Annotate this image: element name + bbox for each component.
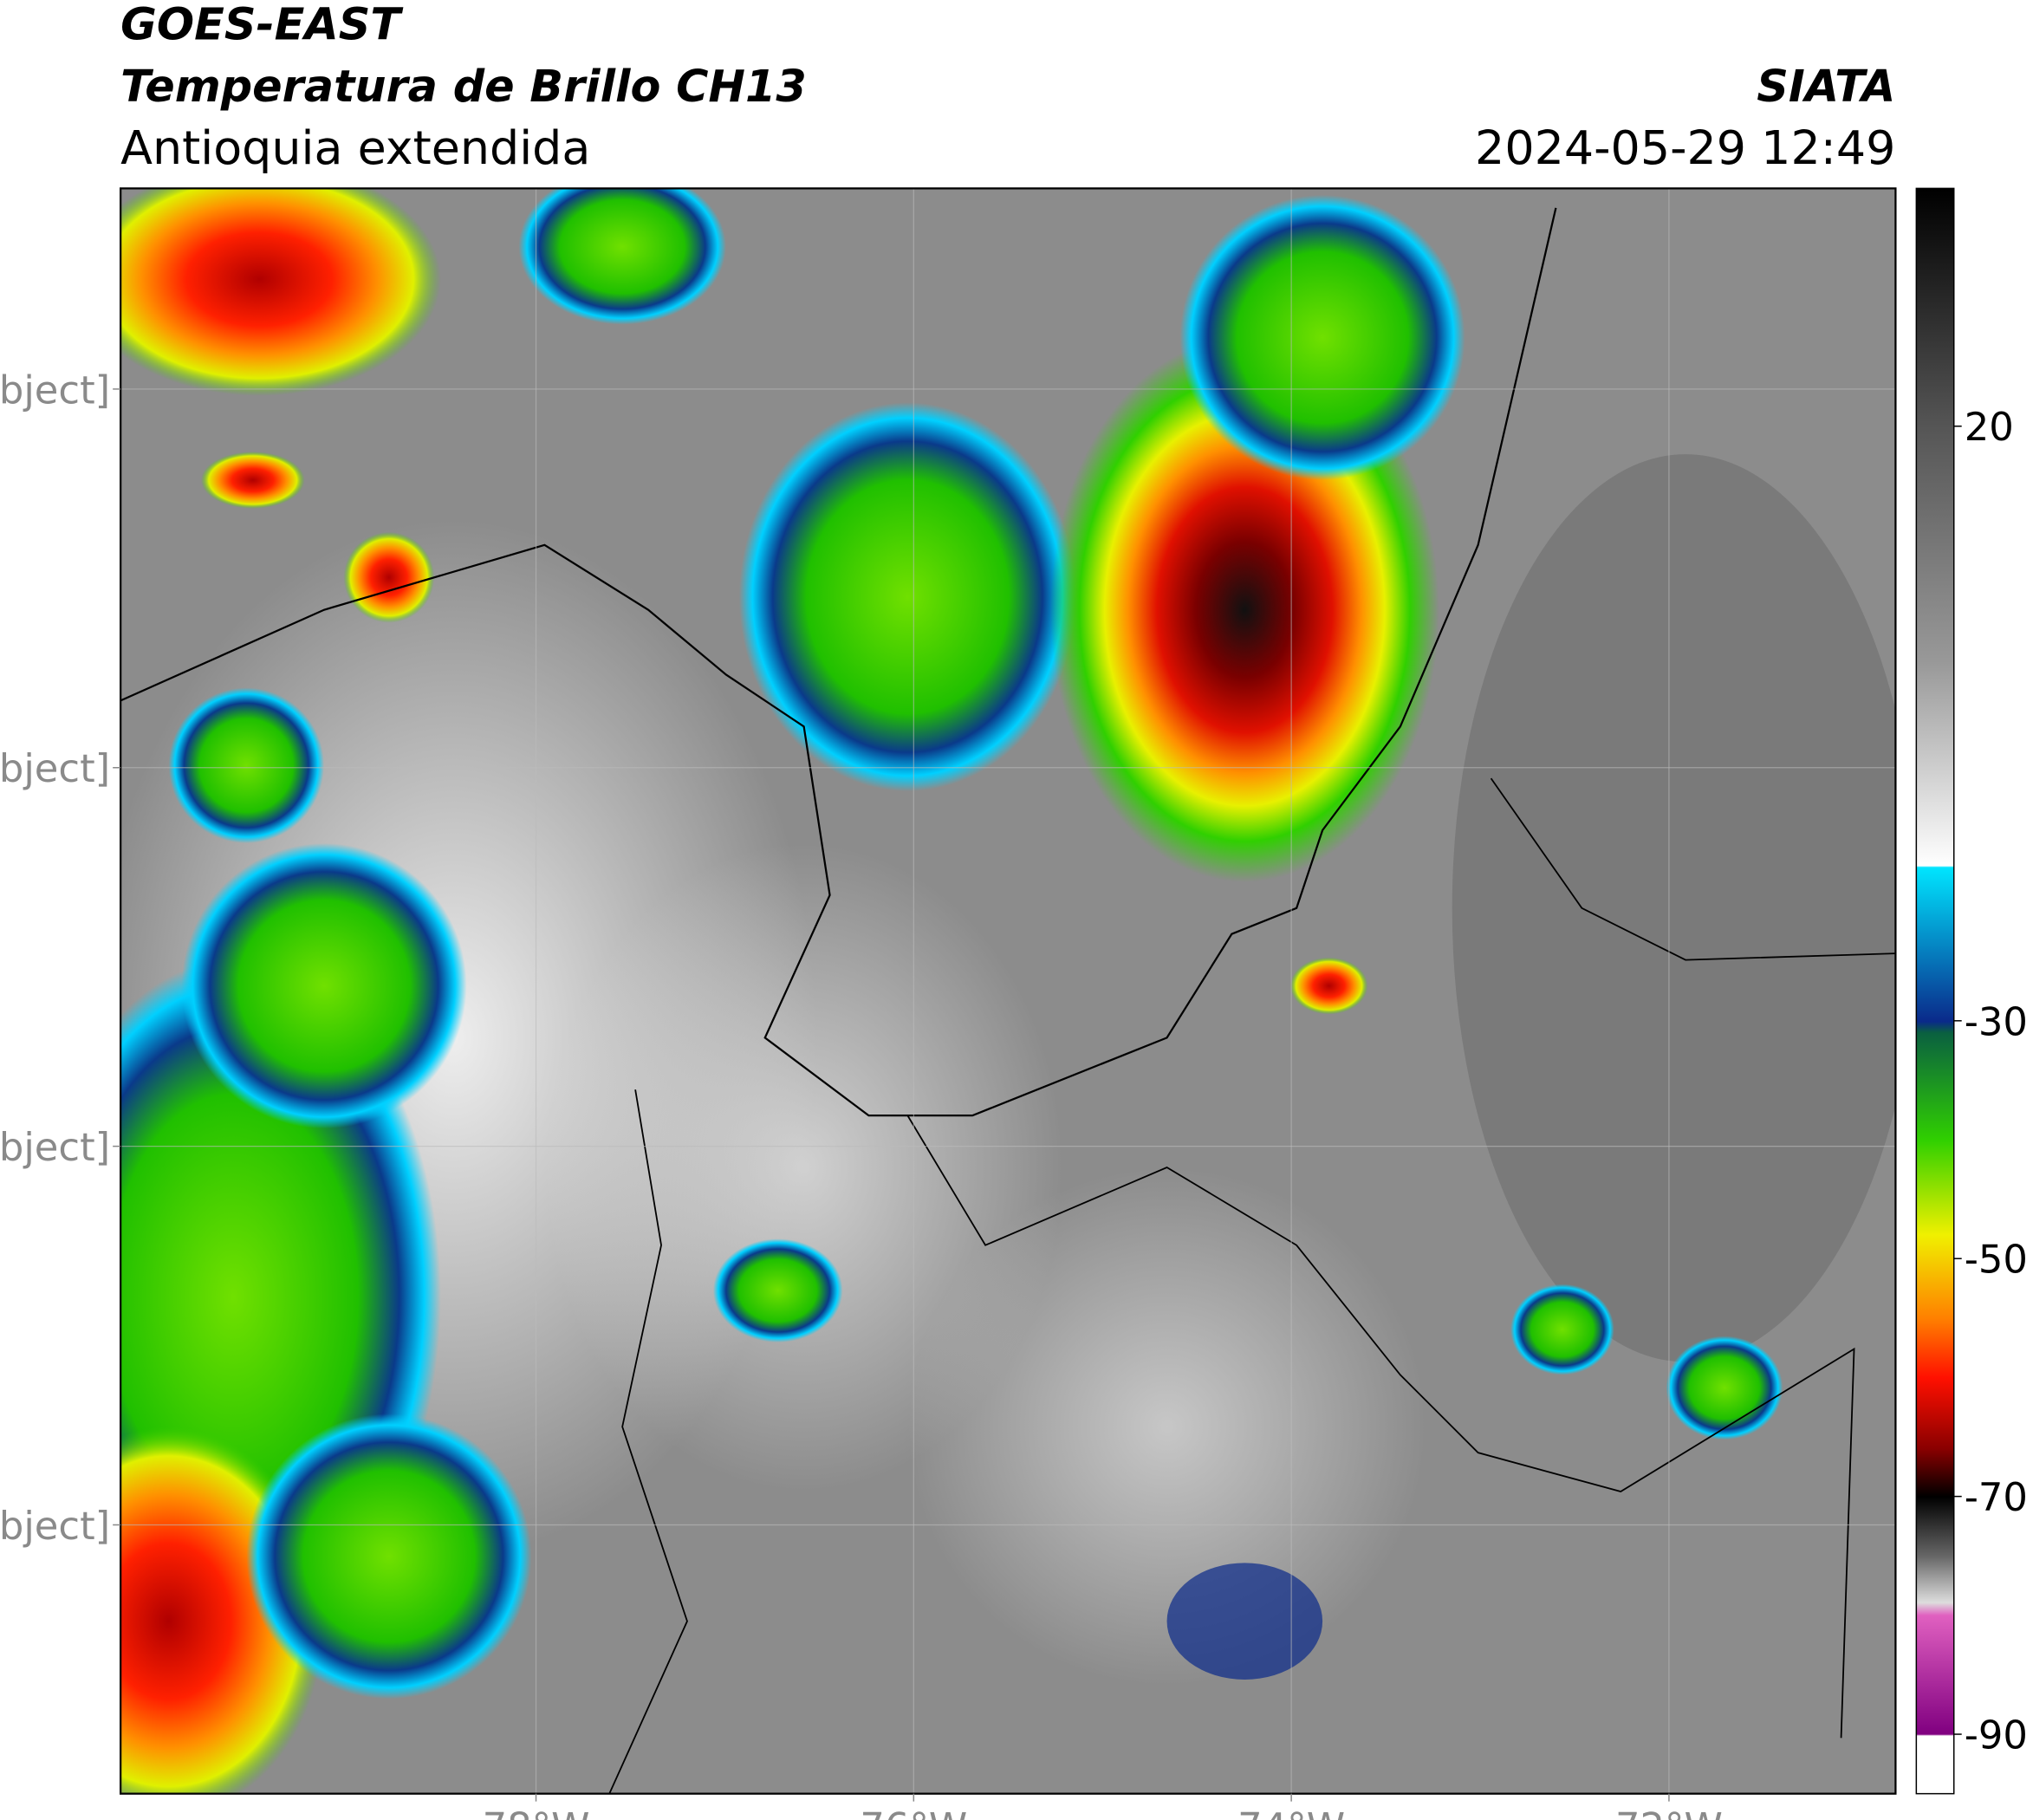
colorbar-tick-label: -50 xyxy=(1965,1237,2028,1283)
colorbar-tick-label: -30 xyxy=(1965,998,2028,1044)
satellite-image xyxy=(120,188,1896,1794)
y-tick-label: [object Object] xyxy=(0,745,110,791)
colorbar-tick-label: 20 xyxy=(1965,404,2014,450)
title: GOES-EAST xyxy=(120,0,404,49)
x-tick-label: 74°W xyxy=(1237,1804,1345,1820)
x-tick-label: 72°W xyxy=(1615,1804,1723,1820)
datetime: 2024-05-29 12:49 xyxy=(1475,120,1895,175)
y-tick-label: [object Object] xyxy=(0,367,110,413)
colorbar-tick-label: -90 xyxy=(1965,1712,2028,1758)
y-tick-label: [object Object] xyxy=(0,1124,110,1170)
subtitle: Temperatura de Brillo CH13 xyxy=(120,61,807,112)
x-tick-label: 76°W xyxy=(860,1804,967,1820)
map-frame xyxy=(120,187,1897,1795)
region: Antioquia extendida xyxy=(120,120,590,175)
colorbar-tick-label: -70 xyxy=(1965,1474,2028,1520)
x-tick-label: 78°W xyxy=(483,1804,590,1820)
source: SIATA xyxy=(1757,61,1895,112)
colorbar xyxy=(1915,187,1955,1795)
y-tick-label: [object Object] xyxy=(0,1503,110,1549)
graticule xyxy=(120,188,1896,1794)
